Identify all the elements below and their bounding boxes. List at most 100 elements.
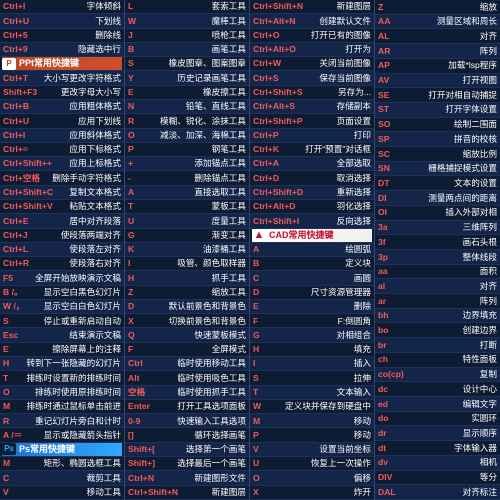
shortcut-row: DI 测量两点间的距离 [375,191,500,206]
shortcut-key: E [253,301,259,312]
shortcut-key: DIV [378,472,393,483]
shortcut-description: 打印 [353,129,371,140]
shortcut-key: F5 [3,272,14,283]
shortcut-key: N [128,101,135,112]
shortcut-row: ar 阵列 [375,294,500,309]
shortcut-key: br [378,339,387,350]
shortcut-description: 阵列 [479,45,497,56]
shortcut-description: 炸开 [353,486,371,497]
shortcut-description: 插入 [353,358,371,369]
shortcut-key: Shift+[ [128,444,155,455]
shortcut-row: Ctrl+Shift++ 应用上标格式 [0,157,124,172]
shortcut-row: Esc 结束演示文稿 [0,328,124,343]
shortcut-row: S 橡皮图章、图案图章 [125,57,249,72]
shortcut-row: V 移动工具 [0,486,124,500]
shortcut-description: 吸管、颜色取样器 [177,258,246,269]
shortcut-row: AP 加载*lsp程序 [375,59,500,74]
shortcut-description: 新建图层 [336,1,371,12]
shortcut-row: Ctrl+I 应用斜体格式 [0,128,124,143]
shortcut-row: S 拉伸 [250,371,374,386]
shortcut-row: AL 对齐 [375,29,500,45]
shortcut-row: br 打断 [375,338,500,353]
shortcut-row: Q 快速蒙板模式 [125,328,249,343]
shortcut-description: 文本输入 [336,386,371,397]
shortcut-description: 橡皮擦工具 [203,87,246,98]
ppt-section-header: P PPt常用快捷键 [2,57,122,71]
shortcut-description: 缩放 [479,1,497,12]
shortcut-row: SO 绘制二围面 [375,118,500,133]
shortcut-key: OI [378,207,388,218]
shortcut-description: 转到下一张隐藏的幻灯片 [26,358,121,369]
shortcut-description: 打断 [479,339,497,350]
shortcut-key: AL [378,30,390,41]
shortcut-key: aa [378,266,388,277]
shortcut-description: 打开工具选项面板 [177,401,246,412]
shortcut-row: Ctrl+Shift+C 复制文本格式 [0,185,124,200]
shortcut-key: Ctrl+Shift+P [253,115,303,126]
shortcut-key: Ctrl+D [253,172,280,183]
ps-logo-icon: Ps [2,443,16,456]
shortcut-row: Ctrl+空格 删除手动字符格式 [0,171,124,186]
shortcut-key: W [128,15,137,26]
shortcut-description: 面积 [479,266,497,277]
shortcut-row: SP 拼音的校核 [375,132,500,148]
shortcut-key: B /。 [3,286,23,297]
shortcut-description: 全屏开始放映演示文稿 [35,272,121,283]
shortcut-description: 绘制二围面 [454,119,497,130]
shortcut-row: dt 字体输入器 [375,441,500,456]
shortcut-row: AV 打开视图 [375,73,500,89]
shortcut-description: 画笔工具 [211,44,246,55]
shortcut-key: ed [378,398,389,409]
shortcut-key: H [3,358,10,369]
shortcut-key: O [3,386,10,397]
shortcut-row: Ctrl+5 删除线 [0,29,124,43]
shortcut-row: Ctrl+Alt+N 创建默认文件 [250,14,374,29]
shortcut-row: AA 测量区域和周长 [375,14,500,30]
section-header-row: ▲ CAD常用快捷键 [250,228,374,243]
shortcut-key: Ctrl+Shift+C [3,187,54,197]
shortcut-description: 填充 [353,344,371,355]
shortcut-description: 使段落右对齐 [69,258,121,269]
shortcut-row: Z 缩放工具 [125,286,249,300]
shortcut-row: SE 打开对相自动捕捉 [375,88,500,103]
shortcut-description: 度量工具 [211,215,246,226]
shortcut-description: 测量两点间的距离 [428,192,497,203]
shortcut-key: W [253,401,262,412]
section-title: Ps常用快捷键 [19,443,76,454]
shortcut-description: 缩放比例 [462,148,497,159]
shortcut-key: D [128,301,135,312]
shortcut-row: A 绘圆弧 [250,242,374,258]
shortcut-description: 默认前景色和背景色 [168,301,246,312]
shortcut-row: I 插入 [250,357,374,372]
shortcut-row: - 删除锚点工具 [125,171,249,186]
shortcut-key: F [253,315,259,326]
shortcut-description: 打开对相自动捕捉 [428,89,497,100]
shortcut-key: S [253,372,259,383]
shortcut-row: + 添加锚点工具 [125,157,249,172]
shortcut-row: bo 创建边界 [375,323,500,339]
shortcut-key: Ctrl+S [253,72,279,83]
shortcut-key: C [253,272,260,283]
shortcut-key: SE [378,89,390,100]
shortcut-description: 新建图形文件 [194,472,246,483]
shortcut-description: 反向选择 [336,215,371,226]
shortcut-description: 测量区域和周长 [436,16,497,27]
shortcut-row: Ctrl+= 应用下标格式 [0,143,124,158]
shortcut-key: Ctrl+B [3,101,30,112]
section-header-row: P PPt常用快捷键 [0,57,124,72]
shortcut-description: 打开字体设置 [445,104,497,115]
shortcut-column-4: Z 缩放 AA 测量区域和周长 AL 对齐 AR 阵列 AP 加载*lsp程序 AV 打开视图 SE 打开… [375,0,500,500]
shortcut-key: Ctrl+K [253,144,280,155]
shortcut-description: 删除线 [95,29,121,40]
shortcut-description: 显示顺序 [462,427,497,438]
shortcut-row: Ctrl+N 新建图形文件 [125,471,249,486]
shortcut-key: F [128,344,134,355]
shortcut-description: 删除 [353,301,371,312]
shortcut-key: A [253,244,260,255]
shortcut-description: 定义块并保存到硬盘中 [285,401,371,412]
shortcut-description: 对齐 [479,280,497,291]
shortcut-description: 应用粗体格式 [69,101,121,112]
shortcut-description: 打开视图 [462,75,497,86]
shortcut-row: Ctrl+9 隐藏选中行 [0,42,124,58]
shortcut-row: Ctrl+Alt+O 打开为 [250,42,374,58]
